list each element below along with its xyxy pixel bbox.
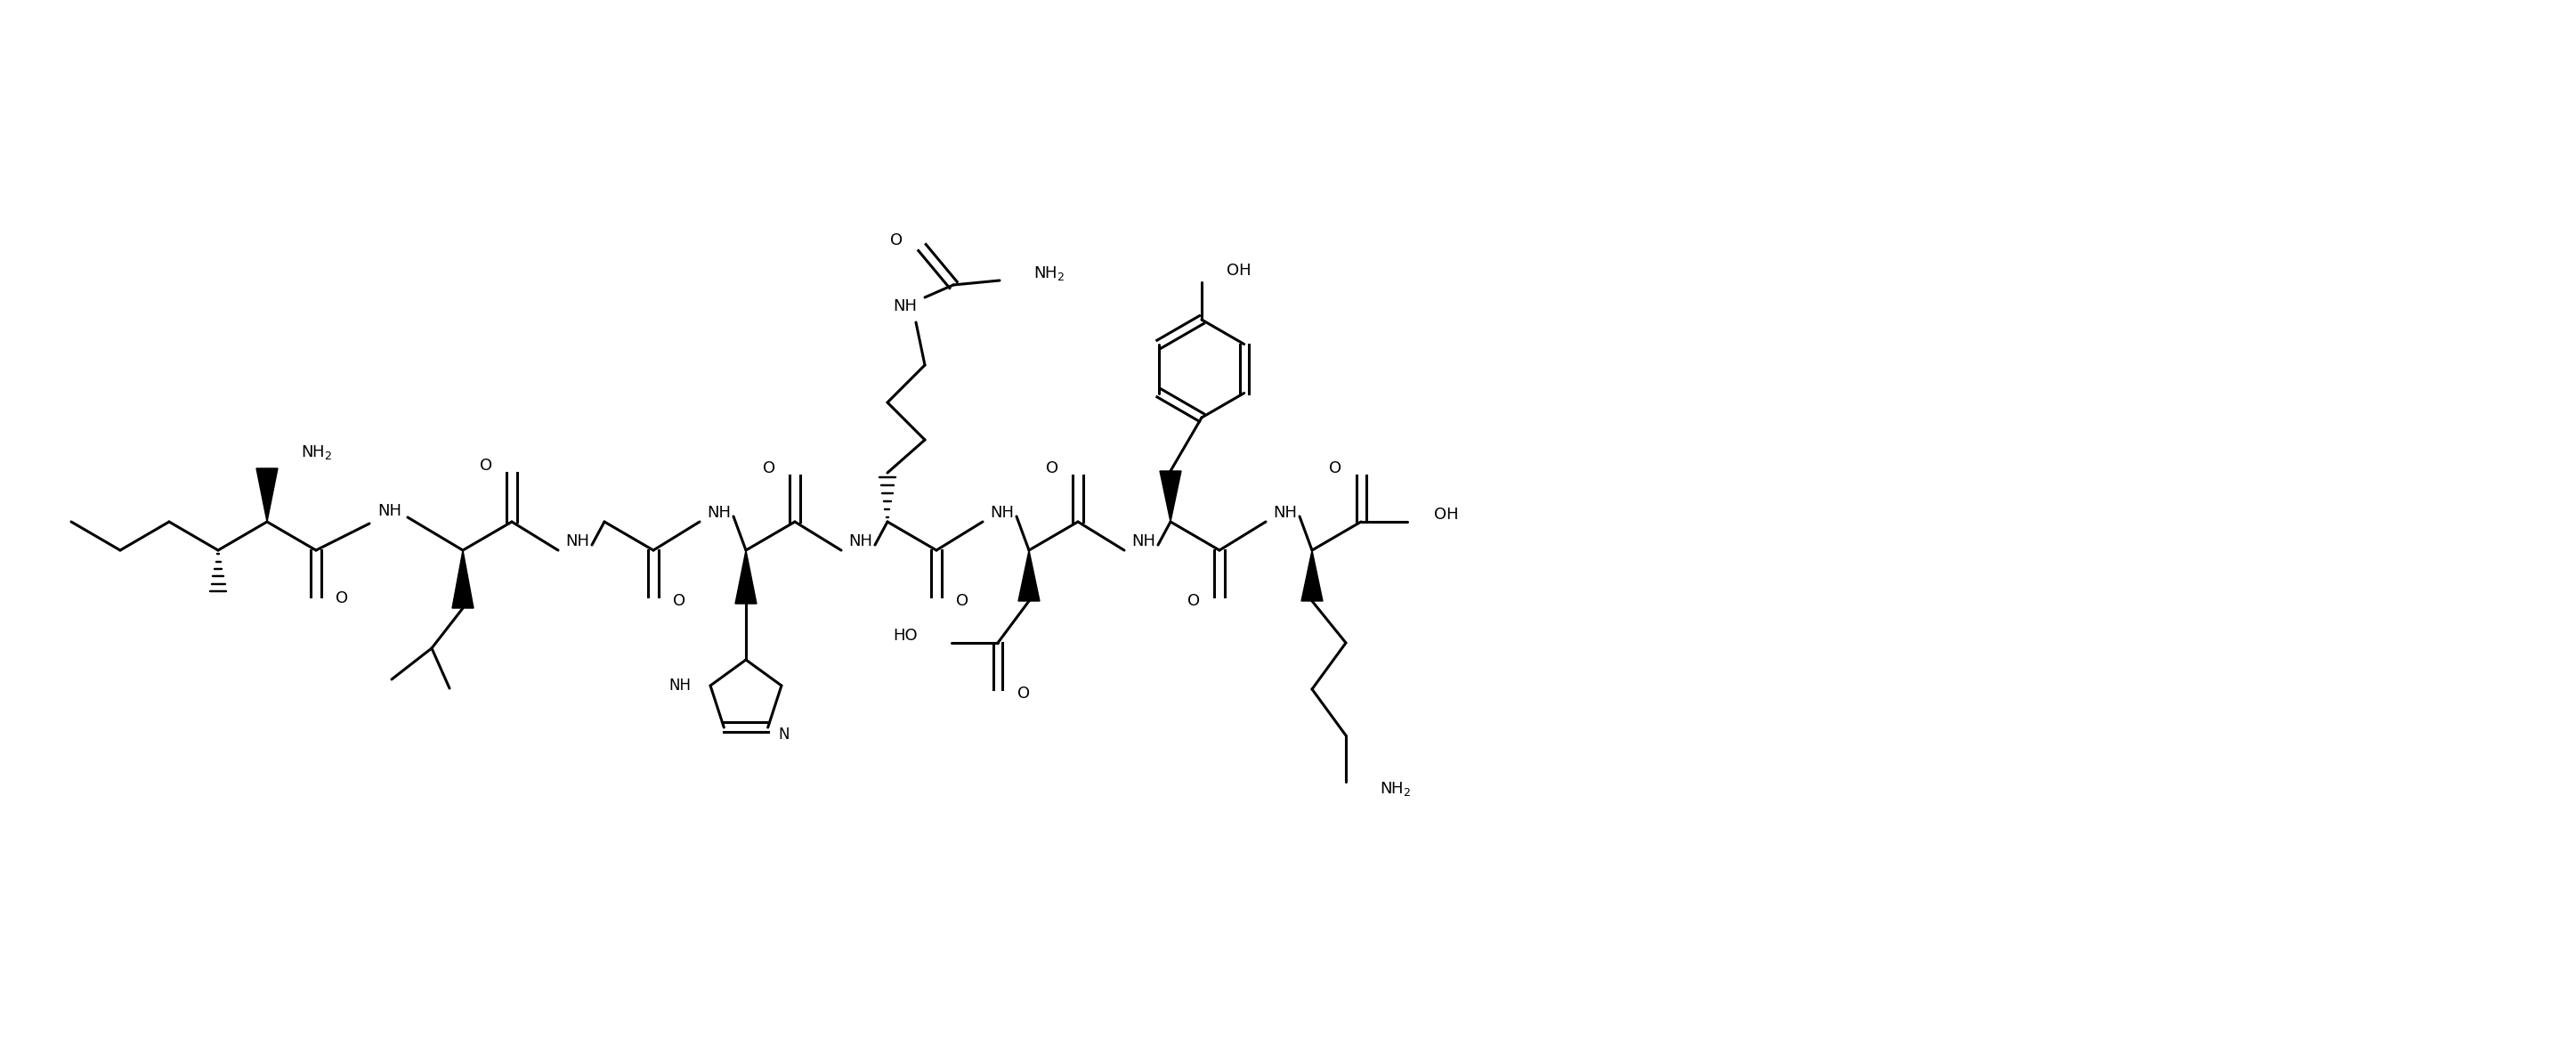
Text: NH: NH	[708, 505, 732, 521]
Text: NH: NH	[989, 505, 1015, 521]
Text: OH: OH	[1226, 263, 1252, 279]
Text: NH: NH	[670, 678, 690, 694]
Text: O: O	[762, 460, 775, 476]
Polygon shape	[734, 550, 757, 604]
Polygon shape	[1018, 550, 1041, 601]
Text: NH: NH	[379, 503, 402, 520]
Text: O: O	[889, 232, 902, 248]
Text: NH$_2$: NH$_2$	[1033, 264, 1064, 282]
Text: O: O	[672, 593, 685, 609]
Text: HO: HO	[894, 627, 917, 644]
Text: O: O	[1188, 593, 1200, 609]
Text: NH$_2$: NH$_2$	[301, 444, 332, 461]
Text: O: O	[1046, 460, 1059, 476]
Text: O: O	[479, 457, 492, 474]
Text: NH$_2$: NH$_2$	[1381, 780, 1412, 797]
Text: OH: OH	[1435, 507, 1458, 523]
Polygon shape	[453, 550, 474, 608]
Text: NH: NH	[567, 533, 590, 549]
Text: NH: NH	[1273, 505, 1298, 521]
Text: O: O	[956, 593, 969, 609]
Polygon shape	[1301, 550, 1321, 601]
Text: O: O	[1018, 685, 1030, 701]
Polygon shape	[258, 469, 278, 522]
Text: NH: NH	[848, 533, 873, 549]
Text: O: O	[335, 590, 348, 606]
Text: O: O	[1329, 460, 1342, 476]
Text: NH: NH	[1131, 533, 1157, 549]
Polygon shape	[1159, 471, 1182, 522]
Text: N: N	[778, 727, 791, 742]
Text: NH: NH	[894, 298, 917, 315]
